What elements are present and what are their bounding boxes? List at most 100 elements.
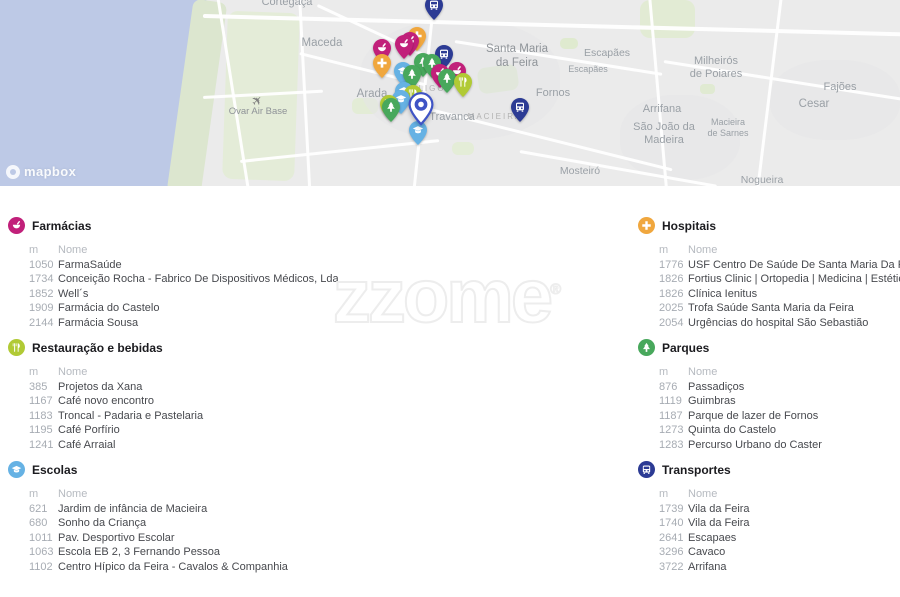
poi-name: Passadiços: [688, 380, 745, 393]
distance-value: 2641: [659, 531, 684, 544]
distance-value: 1826: [659, 273, 684, 285]
table-row: 1183 Troncal - Padaria e Pastelaria: [29, 409, 623, 424]
pharmacy-icon: [8, 217, 25, 234]
park-icon: [638, 339, 655, 356]
poi-name: USF Centro De Saúde De Santa Maria Da Fe…: [688, 258, 900, 271]
distance-value: 2144: [29, 316, 54, 329]
map-label: Macieira de Sarnes: [707, 117, 749, 138]
section-title: Restauração e bebidas: [32, 340, 163, 355]
table-header: m Nome: [659, 244, 718, 256]
distance-value: 1776: [659, 258, 684, 271]
table-row: 3296 Cavaco: [659, 545, 900, 560]
section-escolas: Escolas m Nome 621 Jardim de infância de M…: [8, 461, 623, 574]
map-pin-parques[interactable]: [438, 69, 456, 93]
poi-name: Pav. Desportivo Escolar: [58, 531, 175, 544]
table-row: 1739 Vila da Feira: [659, 502, 900, 517]
poi-name: Sonho da Criança: [58, 517, 147, 529]
map-green-patch: [452, 142, 474, 155]
section-hospitais: Hospitais m Nome 1776 USF Centro De Saúde …: [638, 217, 900, 330]
distance-value: 1909: [29, 302, 54, 314]
distance-value: 3296: [659, 546, 684, 558]
map-label: Nogueira: [740, 174, 784, 186]
poi-name: Farmácia Sousa: [58, 316, 139, 329]
distance-value: 1852: [29, 287, 54, 300]
map-label: Arada: [356, 88, 388, 100]
mapbox-logo[interactable]: mapbox: [6, 164, 76, 179]
distance-value: 1183: [29, 409, 53, 422]
distance-value: 680: [29, 517, 48, 529]
map-label: Fajões: [823, 81, 857, 93]
map-urban-area: [770, 60, 900, 140]
distance-value: 1283: [659, 438, 684, 451]
poi-name: Farmácia do Castelo: [58, 302, 160, 314]
table-row: 1734 Conceição Rocha - Fabrico De Disposi…: [29, 272, 623, 287]
distance-value: 2025: [659, 302, 684, 314]
poi-name: Vila da Feira: [688, 502, 750, 515]
distance-value: 621: [29, 502, 48, 515]
distance-value: 1241: [29, 438, 54, 451]
table-header: m Nome: [659, 488, 718, 500]
map-urban-area: [620, 95, 740, 180]
map-label: Escapães: [583, 47, 631, 59]
distance-value: 1050: [29, 258, 54, 271]
table-row: 1011 Pav. Desportivo Escolar: [29, 531, 623, 546]
distance-value: 1740: [659, 517, 684, 529]
map[interactable]: ✈ Cortegaça Maceda Santa Maria da Feira Esc…: [0, 0, 900, 186]
distance-value: 1273: [659, 424, 684, 436]
distance-value: 876: [659, 380, 678, 393]
map-road: [202, 14, 900, 37]
distance-value: 1011: [29, 531, 53, 544]
poi-table: m Nome 1739 Vila da Feira 1740 Vila da Feira…: [659, 487, 900, 574]
table-row: 1187 Parque de lazer de Fornos: [659, 409, 900, 424]
poi-name: Café Porfírio: [58, 424, 120, 436]
poi-name: FarmaSaúde: [58, 258, 122, 271]
right-column: Hospitais m Nome 1776 USF Centro De Saúde …: [638, 217, 900, 583]
table-row: 2054 Urgências do hospital São Sebastião: [659, 316, 900, 331]
poi-name: Well´s: [58, 287, 89, 300]
poi-table: m Nome 621 Jardim de infância de Macieira 6…: [29, 487, 623, 574]
poi-name: Escola EB 2, 3 Fernando Pessoa: [58, 546, 221, 558]
map-pin-parques[interactable]: [382, 98, 400, 122]
distance-value: 1167: [29, 395, 53, 407]
poi-name: Parque de lazer de Fornos: [688, 409, 819, 422]
poi-name: Cavaco: [688, 546, 726, 558]
property-location-pin: [408, 92, 434, 131]
map-pin-transportes[interactable]: [425, 0, 443, 20]
poi-table: m Nome 1050 FarmaSaúde 1734 Conceição Rocha …: [29, 243, 623, 330]
map-pin-farmacias[interactable]: [395, 35, 413, 59]
map-label: Santa Maria da Feira: [485, 43, 549, 69]
poi-name: Projetos da Xana: [58, 380, 143, 393]
poi-name: Urgências do hospital São Sebastião: [688, 316, 869, 329]
distance-value: 1739: [659, 502, 684, 515]
bus-icon: [638, 461, 655, 478]
table-row: 2641 Escapaes: [659, 531, 900, 546]
poi-name: Café novo encontro: [58, 395, 155, 407]
poi-table: m Nome 1776 USF Centro De Saúde De Santa M…: [659, 243, 900, 330]
map-label: São João da Madeira: [633, 121, 695, 146]
map-pin-hospitais[interactable]: [373, 54, 391, 78]
poi-name: Jardim de infância de Macieira: [58, 502, 208, 515]
poi-table: m Nome 385 Projetos da Xana 1167 Café novo e…: [29, 365, 623, 452]
table-row: 1050 FarmaSaúde: [29, 258, 623, 273]
distance-value: 2054: [659, 316, 684, 329]
mapbox-icon: [6, 164, 20, 179]
section-restauracao: Restauração e bebidas m Nome 385 Projetos …: [8, 339, 623, 452]
map-label: Travanca: [429, 111, 475, 123]
map-green-patch: [560, 38, 578, 49]
map-label: Cesar: [798, 98, 830, 110]
mapbox-wordmark: mapbox: [24, 164, 77, 179]
poi-name: Escapaes: [688, 531, 737, 544]
table-row: 3722 Arrifana: [659, 560, 900, 575]
left-column: Farmácias m Nome 1050 FarmaSaúde 1734 Concei…: [8, 217, 623, 583]
poi-name: Clínica Ienitus: [688, 287, 758, 300]
map-pin-escolas[interactable]: [409, 121, 427, 145]
hospital-icon: [638, 217, 655, 234]
map-label: ROLIGO: [402, 84, 446, 93]
map-pin-restauracao[interactable]: [454, 73, 472, 97]
map-label: Ovar Air Base: [228, 106, 288, 117]
map-pin-transportes[interactable]: [511, 98, 529, 122]
poi-name: Conceição Rocha - Fabrico De Dispositivo…: [58, 273, 339, 285]
section-title: Hospitais: [662, 218, 717, 233]
poi-name: Café Arraial: [58, 438, 116, 451]
